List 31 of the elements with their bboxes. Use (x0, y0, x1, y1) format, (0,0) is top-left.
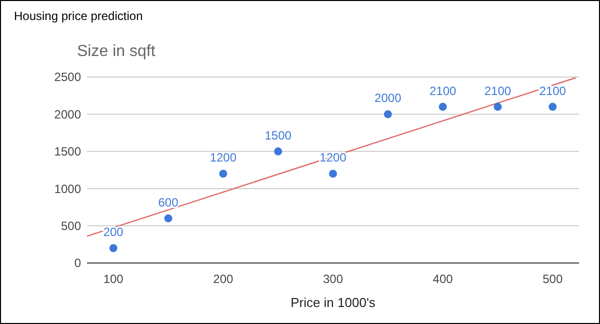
x-tick-label: 500 (542, 272, 563, 286)
data-label: 2100 (429, 84, 456, 98)
data-label: 2100 (539, 84, 566, 98)
point (494, 102, 502, 111)
y-tick-label: 1500 (54, 144, 82, 159)
data-label: 1200 (210, 150, 237, 165)
data-label: 1500 (264, 128, 292, 142)
chart-title: Housing price prediction (14, 9, 143, 23)
point (548, 102, 557, 111)
x-axis-title: Price in 1000's (290, 295, 376, 310)
point (109, 244, 118, 252)
point (274, 147, 282, 156)
data-label: 200 (103, 225, 124, 240)
point (164, 214, 172, 222)
y-tick-label: 1000 (54, 182, 82, 196)
point (384, 110, 392, 118)
data-label: 600 (158, 195, 179, 210)
point (219, 170, 228, 178)
x-tick-label: 200 (213, 272, 234, 286)
y-tick-label: 0 (74, 256, 82, 270)
x-tick-label: 100 (103, 272, 124, 286)
x-tick-label: 400 (432, 272, 454, 286)
data-label: 2100 (484, 84, 512, 98)
point (438, 102, 447, 111)
point (329, 170, 337, 178)
y-tick-label: 2500 (54, 70, 82, 84)
data-label: 2000 (374, 91, 402, 106)
y-tick-label: 500 (60, 219, 82, 233)
x-tick-label: 300 (322, 272, 344, 286)
y-axis-title: Size in sqft (77, 43, 156, 60)
y-tick-label: 2000 (54, 107, 82, 122)
